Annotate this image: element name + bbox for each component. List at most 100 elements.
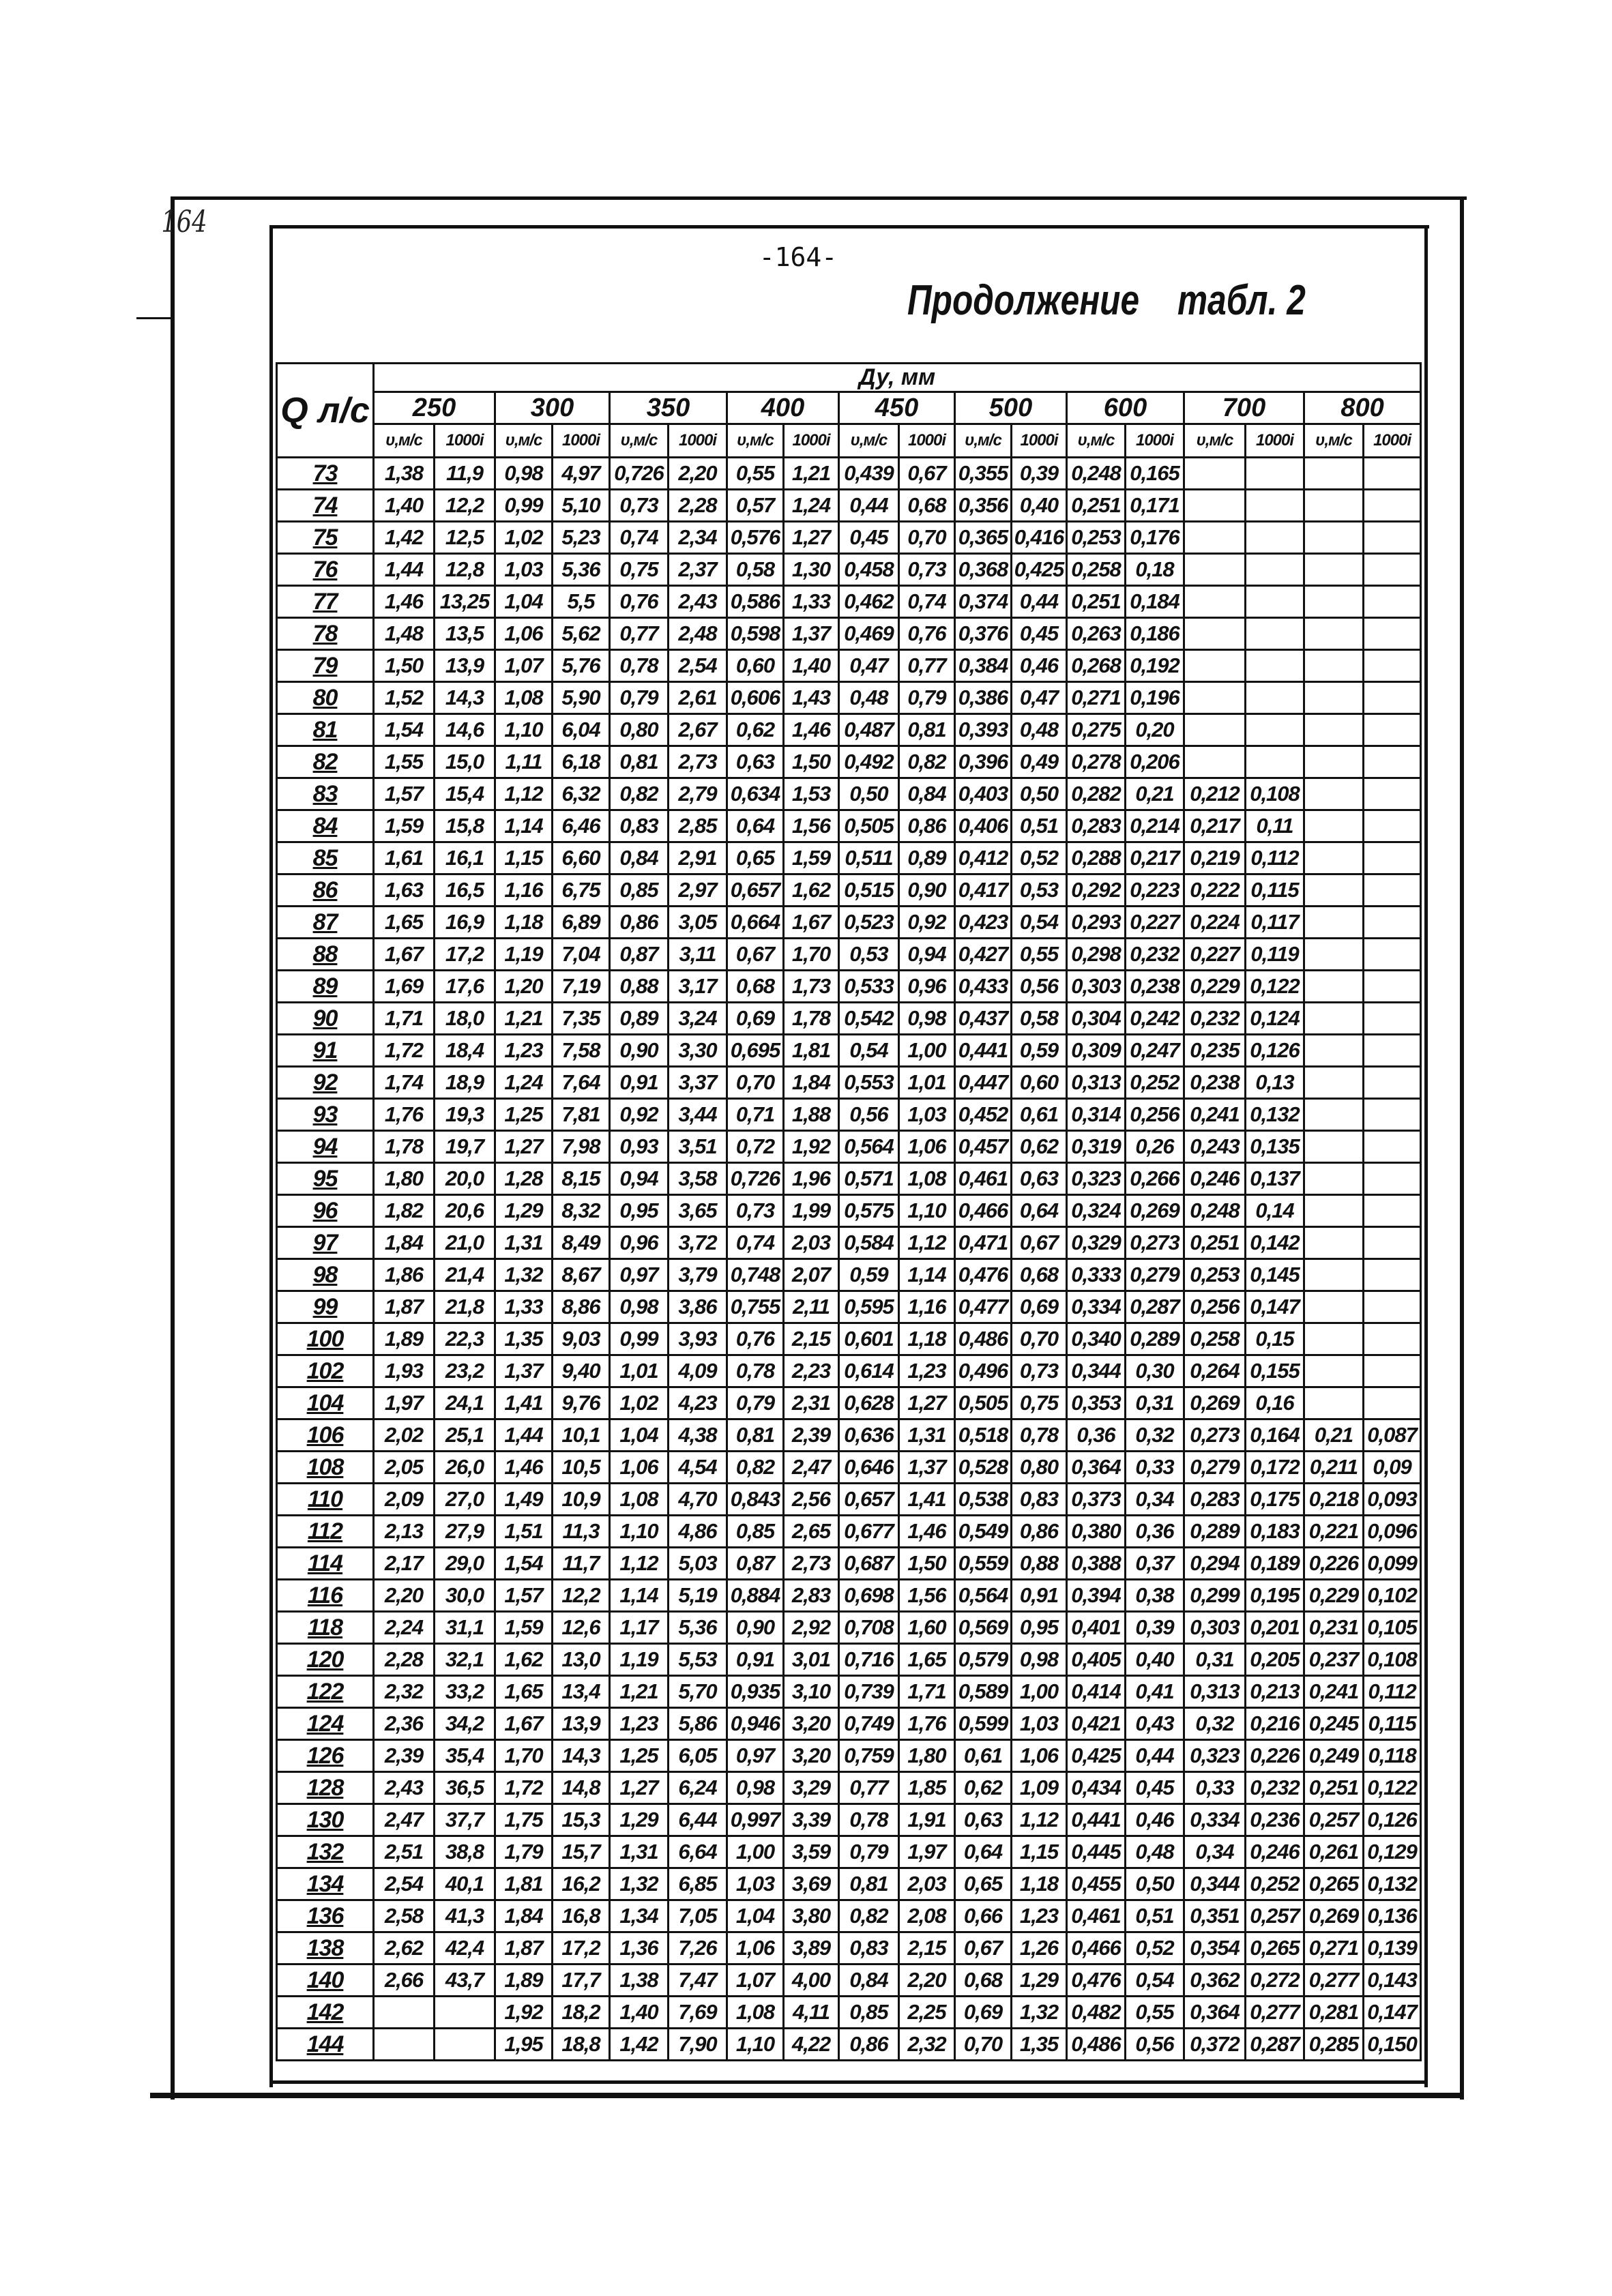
velocity-cell-500: 0,70 xyxy=(954,2027,1012,2061)
headloss-cell-350: 2,54 xyxy=(667,649,728,683)
headloss-cell-250: 29,0 xyxy=(433,1546,496,1580)
headloss-cell-250: 17,2 xyxy=(433,937,496,971)
headloss-cell-700 xyxy=(1244,520,1305,555)
velocity-cell-250: 2,54 xyxy=(372,1867,435,1901)
table-row: 83 1,57 15,4 1,12 6,32 0,82 2,79 0,634 1,53 0,50 0… xyxy=(276,777,1422,811)
velocity-cell-350: 0,84 xyxy=(609,841,669,875)
headloss-cell-600: 0,44 xyxy=(1124,1739,1185,1773)
headloss-cell-250: 42,4 xyxy=(433,1931,496,1965)
velocity-cell-350: 1,02 xyxy=(609,1386,669,1420)
velocity-cell-800 xyxy=(1303,905,1364,939)
headloss-cell-250: 41,3 xyxy=(433,1899,496,1933)
velocity-cell-700: 0,273 xyxy=(1183,1418,1246,1452)
headloss-cell-500: 0,62 xyxy=(1010,1130,1068,1164)
headloss-cell-800: 0,105 xyxy=(1362,1610,1422,1645)
velocity-cell-250: 1,42 xyxy=(372,520,435,555)
velocity-cell-250: 2,36 xyxy=(372,1707,435,1741)
velocity-cell-400: 0,58 xyxy=(726,553,785,587)
velocity-cell-250: 1,40 xyxy=(372,488,435,523)
velocity-cell-400: 0,664 xyxy=(726,905,785,939)
flow-rate-cell: 91 xyxy=(276,1033,375,1068)
velocity-cell-500: 0,68 xyxy=(954,1963,1012,1997)
headloss-cell-250: 32,1 xyxy=(433,1643,496,1677)
velocity-cell-700 xyxy=(1183,617,1246,651)
headloss-cell-250: 14,3 xyxy=(433,681,496,715)
headloss-cell-350: 7,90 xyxy=(667,2027,728,2061)
headloss-cell-400: 1,59 xyxy=(782,841,840,875)
headloss-cell-600: 0,46 xyxy=(1124,1803,1185,1837)
velocity-cell-350: 0,77 xyxy=(609,617,669,651)
table-row: 88 1,67 17,2 1,19 7,04 0,87 3,11 0,67 1,70 0,53 0,… xyxy=(276,937,1422,971)
velocity-cell-300: 1,49 xyxy=(494,1482,553,1516)
headloss-cell-300: 7,35 xyxy=(551,1001,611,1035)
headloss-cell-500: 0,69 xyxy=(1010,1290,1068,1324)
headloss-cell-800: 0,102 xyxy=(1362,1578,1422,1613)
table-row: 126 2,39 35,4 1,70 14,3 1,25 6,05 0,97 3,20 0,759… xyxy=(276,1739,1422,1773)
velocity-cell-400: 1,10 xyxy=(726,2027,785,2061)
headloss-cell-800 xyxy=(1362,1226,1422,1260)
headloss-cell-450: 2,15 xyxy=(898,1931,956,1965)
velocity-cell-500: 0,355 xyxy=(954,456,1012,490)
diameter-header-500: 500 xyxy=(954,391,1068,425)
velocity-cell-600: 0,304 xyxy=(1066,1001,1126,1035)
headloss-cell-350: 3,17 xyxy=(667,969,728,1003)
velocity-cell-500: 0,441 xyxy=(954,1033,1012,1068)
headloss-cell-800 xyxy=(1362,841,1422,875)
headloss-cell-350: 3,24 xyxy=(667,1001,728,1035)
headloss-cell-500: 1,23 xyxy=(1010,1899,1068,1933)
velocity-cell-450: 0,81 xyxy=(838,1867,900,1901)
table-row: 96 1,82 20,6 1,29 8,32 0,95 3,65 0,73 1,99 0,575 1… xyxy=(276,1194,1422,1228)
velocity-cell-450: 0,511 xyxy=(838,841,900,875)
headloss-cell-300: 7,81 xyxy=(551,1098,611,1132)
headloss-cell-600: 0,206 xyxy=(1124,745,1185,779)
velocity-cell-250: 2,32 xyxy=(372,1675,435,1709)
velocity-cell-450: 0,79 xyxy=(838,1835,900,1869)
headloss-cell-500: 0,40 xyxy=(1010,488,1068,523)
velocity-cell-300: 1,89 xyxy=(494,1963,553,1997)
velocity-cell-300: 0,98 xyxy=(494,456,553,490)
headloss-cell-400: 1,43 xyxy=(782,681,840,715)
velocity-cell-450: 0,82 xyxy=(838,1899,900,1933)
velocity-cell-400: 0,73 xyxy=(726,1194,785,1228)
headloss-cell-450: 0,74 xyxy=(898,585,956,619)
flow-rate-cell: 77 xyxy=(276,585,375,619)
headloss-cell-700 xyxy=(1244,745,1305,779)
headloss-cell-600: 0,21 xyxy=(1124,777,1185,811)
flow-rate-cell: 110 xyxy=(276,1482,375,1516)
inner-frame-right xyxy=(1424,225,1428,2087)
velocity-cell-450: 0,505 xyxy=(838,809,900,843)
table-row: 94 1,78 19,7 1,27 7,98 0,93 3,51 0,72 1,92 0,564 1… xyxy=(276,1130,1422,1164)
velocity-subheader: υ,м/с xyxy=(1066,423,1126,458)
headloss-cell-250: 18,9 xyxy=(433,1065,496,1100)
velocity-cell-400: 0,65 xyxy=(726,841,785,875)
velocity-cell-700 xyxy=(1183,456,1246,490)
velocity-cell-250: 1,50 xyxy=(372,649,435,683)
velocity-cell-500: 0,396 xyxy=(954,745,1012,779)
headloss-cell-250: 21,8 xyxy=(433,1290,496,1324)
flow-rate-cell: 97 xyxy=(276,1226,375,1260)
flow-rate-cell: 108 xyxy=(276,1450,375,1484)
headloss-cell-350: 2,43 xyxy=(667,585,728,619)
headloss-cell-700: 0,201 xyxy=(1244,1610,1305,1645)
velocity-cell-500: 0,559 xyxy=(954,1546,1012,1580)
headloss-cell-450: 1,56 xyxy=(898,1578,956,1613)
headloss-cell-300: 7,04 xyxy=(551,937,611,971)
headloss-cell-500: 0,53 xyxy=(1010,873,1068,907)
flow-rate-cell: 134 xyxy=(276,1867,375,1901)
diameter-header-250: 250 xyxy=(372,391,496,425)
velocity-cell-500: 0,386 xyxy=(954,681,1012,715)
flow-rate-cell: 96 xyxy=(276,1194,375,1228)
headloss-cell-600: 0,36 xyxy=(1124,1514,1185,1548)
flow-rate-cell: 140 xyxy=(276,1963,375,1997)
headloss-cell-800 xyxy=(1362,1322,1422,1356)
velocity-cell-700 xyxy=(1183,488,1246,523)
headloss-cell-450: 0,81 xyxy=(898,713,956,747)
velocity-cell-500: 0,569 xyxy=(954,1610,1012,1645)
headloss-cell-500: 1,12 xyxy=(1010,1803,1068,1837)
headloss-cell-250: 12,8 xyxy=(433,553,496,587)
velocity-cell-400: 0,72 xyxy=(726,1130,785,1164)
velocity-cell-350: 1,40 xyxy=(609,1995,669,2029)
headloss-cell-500: 1,00 xyxy=(1010,1675,1068,1709)
headloss-cell-350: 3,51 xyxy=(667,1130,728,1164)
velocity-cell-450: 0,564 xyxy=(838,1130,900,1164)
